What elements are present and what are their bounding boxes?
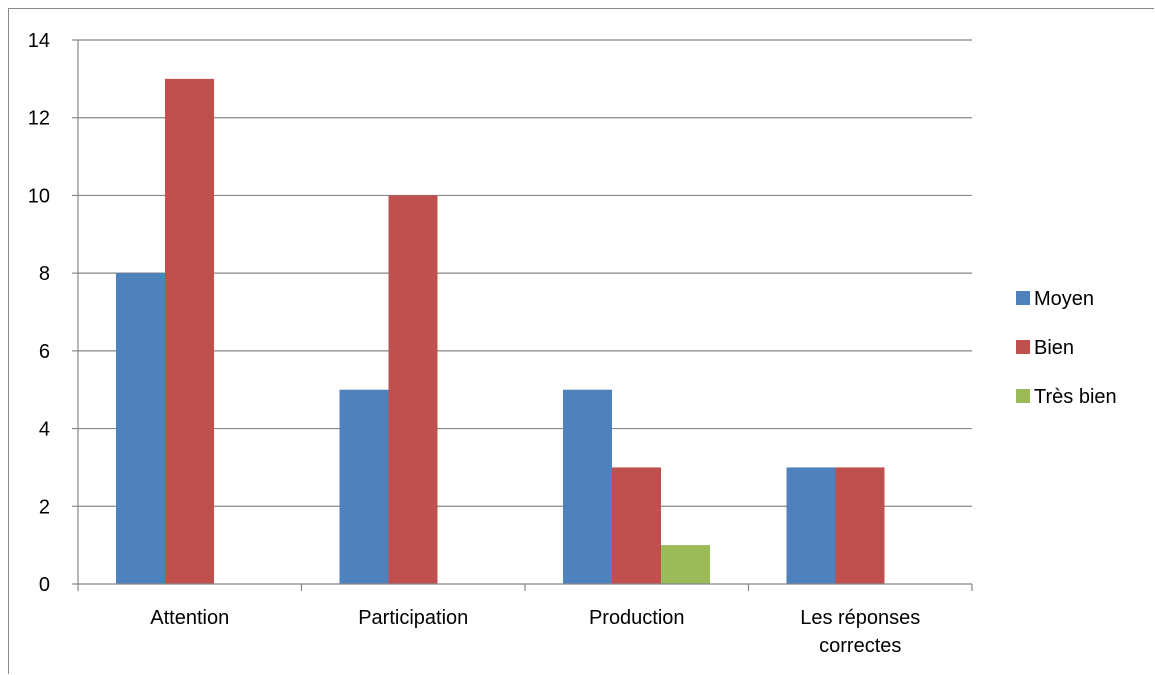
bar-moyen-1 [339,389,389,584]
y-tick-label: 6 [39,341,50,363]
bar-bien-0 [165,78,214,584]
bars [116,78,885,584]
legend-swatch [1016,340,1030,354]
x-tick-label: Participation [358,607,468,629]
x-tick-label: correctes [819,635,901,657]
legend-label: Bien [1034,337,1074,359]
y-tick-label: 12 [28,108,50,130]
x-tick-label: Les réponses [800,607,920,629]
legend-item: Bien [1016,337,1074,359]
y-tick-label: 14 [28,30,50,52]
legend-label: Très bien [1034,386,1117,408]
bar-bien-2 [612,467,661,584]
axes [72,39,973,591]
legend-swatch [1016,389,1030,403]
y-tick-label: 10 [28,185,50,207]
legend-item: Très bien [1016,386,1117,408]
legend-swatch [1016,291,1030,305]
legend-label: Moyen [1034,288,1094,310]
bar-moyen-3 [786,467,836,584]
x-tick-labels: Attention Participation Production Les répo… [150,607,920,657]
legend-item: Moyen [1016,288,1094,310]
x-tick-label: Production [589,607,685,629]
y-tick-labels: 0 2 4 6 8 10 12 14 [28,30,50,596]
x-tick-label: Attention [150,607,229,629]
y-tick-label: 8 [39,263,50,285]
y-tick-label: 0 [39,574,50,596]
y-tick-label: 2 [39,496,50,518]
bar-tres-bien-2 [661,545,710,584]
bar-bien-3 [835,467,885,584]
bar-moyen-0 [116,273,165,584]
legend: Moyen Bien Très bien [1016,288,1117,408]
bar-bien-1 [388,195,438,584]
y-tick-label: 4 [39,419,50,441]
bar-moyen-2 [563,389,612,584]
